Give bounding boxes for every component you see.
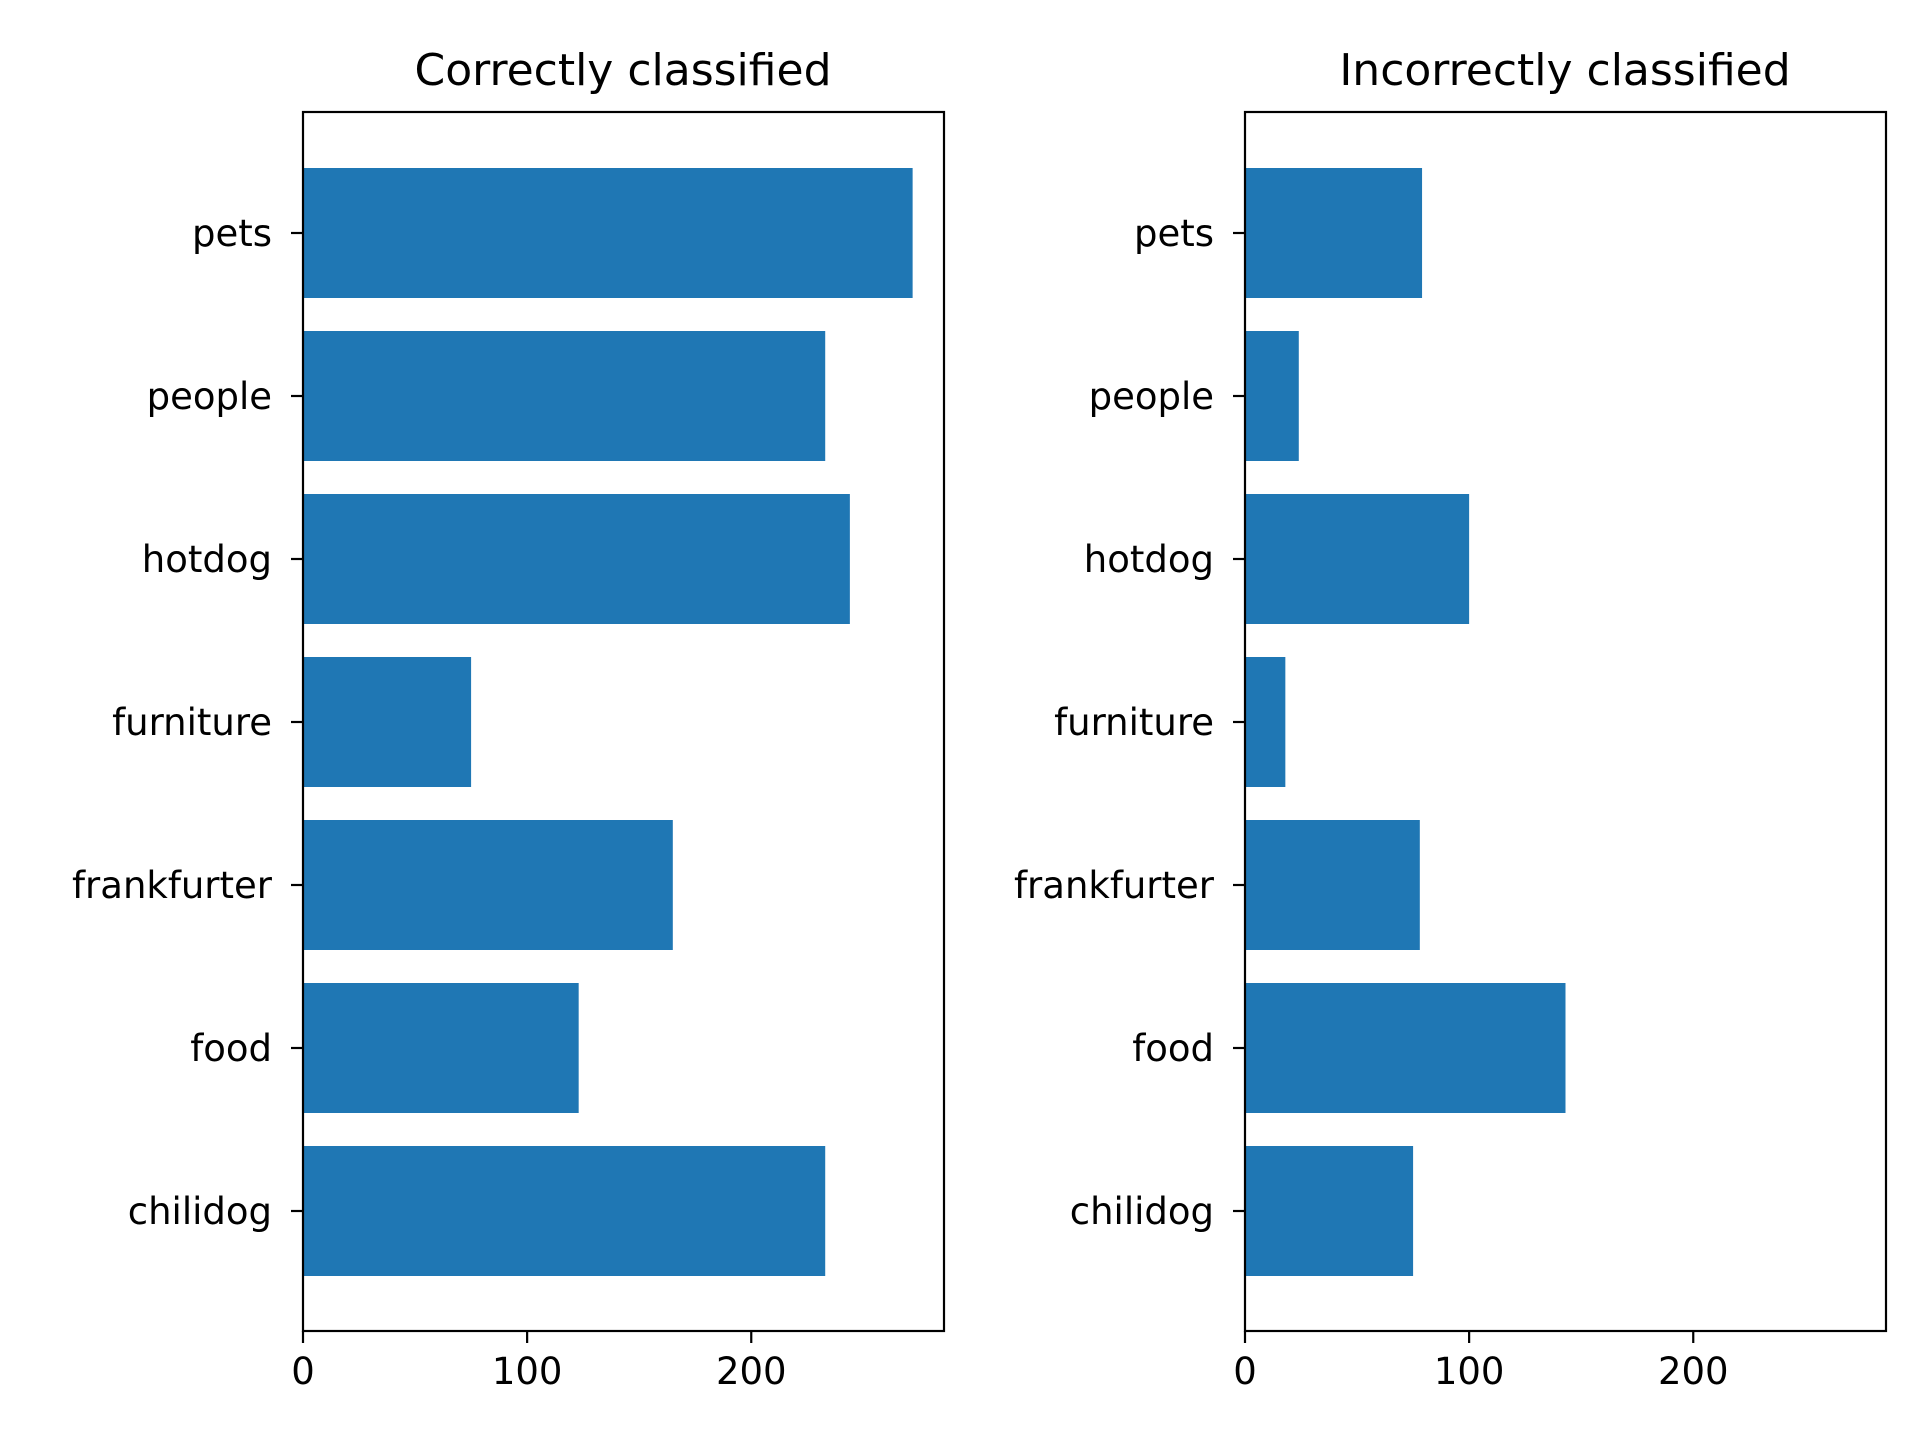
y-tick-label: frankfurter bbox=[72, 864, 273, 907]
panel-incorrectly-classified: Incorrectly classified chilidog food frank… bbox=[1014, 45, 1888, 1393]
x-tick-label: 0 bbox=[1233, 1350, 1257, 1393]
bar bbox=[1245, 331, 1299, 461]
y-tick-label: chilidog bbox=[1070, 1190, 1214, 1233]
y-tick-label: chilidog bbox=[128, 1190, 272, 1233]
y-tick-label: people bbox=[147, 375, 272, 418]
y-tick-label: pets bbox=[192, 212, 272, 255]
bar bbox=[303, 657, 472, 787]
bar bbox=[1245, 983, 1566, 1113]
bar bbox=[303, 820, 673, 950]
x-tick-label: 200 bbox=[716, 1350, 787, 1393]
y-tick-label: frankfurter bbox=[1014, 864, 1215, 907]
bar bbox=[303, 983, 579, 1113]
y-tick-label: hotdog bbox=[1084, 538, 1214, 581]
axes-frame bbox=[301, 110, 946, 1333]
y-tick-label: food bbox=[190, 1027, 272, 1070]
y-tick-label: pets bbox=[1134, 212, 1214, 255]
bar bbox=[303, 331, 826, 461]
x-tick-label: 0 bbox=[291, 1350, 315, 1393]
bar bbox=[1245, 494, 1470, 624]
y-tick-label: food bbox=[1132, 1027, 1214, 1070]
x-tick-label: 100 bbox=[1434, 1350, 1505, 1393]
y-tick-label: furniture bbox=[112, 701, 272, 744]
bar bbox=[1245, 1146, 1414, 1276]
y-tick-label: hotdog bbox=[142, 538, 272, 581]
bar bbox=[1245, 168, 1423, 298]
y-tick-label: furniture bbox=[1054, 701, 1214, 744]
chart-title: Correctly classified bbox=[414, 45, 831, 96]
chart-title: Incorrectly classified bbox=[1339, 45, 1790, 96]
bar bbox=[1245, 820, 1420, 950]
axes-frame bbox=[1243, 110, 1888, 1333]
panel-correctly-classified: Correctly classified chilidog food frankfu… bbox=[72, 45, 946, 1393]
y-tick-label: people bbox=[1089, 375, 1214, 418]
bar bbox=[1245, 657, 1286, 787]
bar bbox=[303, 168, 913, 298]
x-tick-label: 200 bbox=[1658, 1350, 1729, 1393]
x-tick-label: 100 bbox=[492, 1350, 563, 1393]
bar bbox=[303, 494, 850, 624]
bar bbox=[303, 1146, 826, 1276]
